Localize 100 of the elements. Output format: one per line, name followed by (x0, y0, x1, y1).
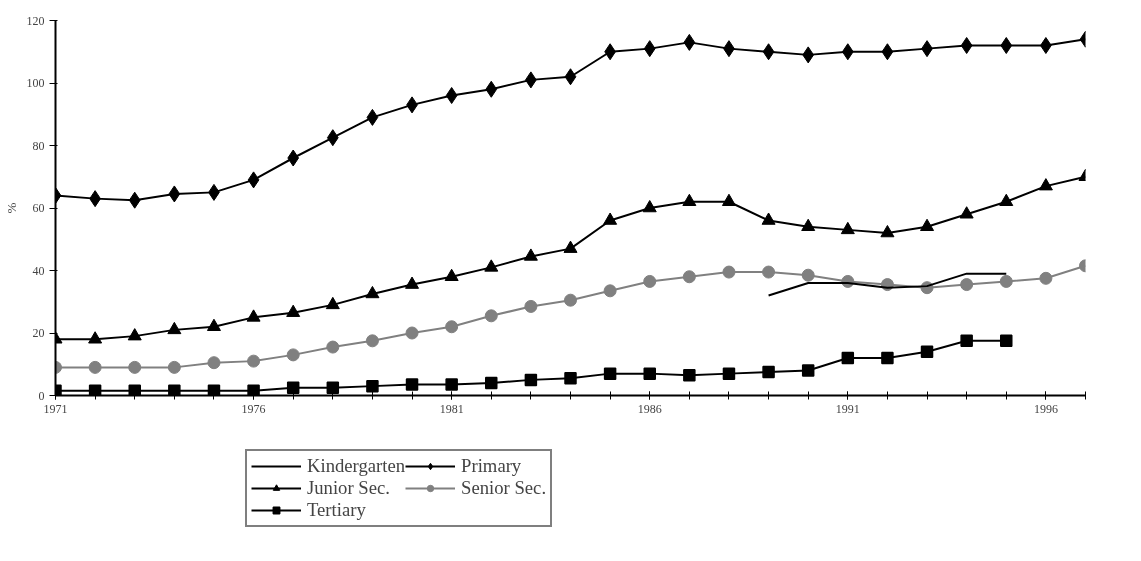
point (999, 193, 1014, 206)
point (801, 218, 816, 231)
point (960, 334, 973, 348)
legend-label: Senior Sec. (461, 477, 547, 499)
point (683, 33, 696, 51)
point (603, 212, 618, 225)
point (405, 326, 419, 340)
point (524, 299, 538, 313)
y-tick-label: 60 (32, 201, 45, 215)
point (286, 348, 300, 362)
point (167, 360, 181, 374)
point (326, 340, 340, 354)
point (881, 351, 894, 365)
point (207, 356, 221, 370)
y-tick-label: 20 (32, 326, 45, 340)
point (88, 360, 102, 374)
point (1040, 37, 1052, 54)
point (128, 384, 141, 396)
point (603, 284, 617, 298)
point (523, 248, 538, 261)
point (247, 384, 260, 396)
point (881, 43, 894, 61)
point (722, 367, 736, 380)
point (880, 224, 895, 238)
y-axis-title: % (3, 202, 19, 214)
point (564, 372, 577, 385)
y-tick-label: 0 (38, 388, 45, 403)
x-tick-label: 1981 (439, 401, 464, 416)
legend-label: Junior Sec. (307, 477, 390, 499)
point (88, 331, 103, 344)
point (405, 378, 419, 391)
point (762, 265, 776, 279)
point (286, 381, 300, 394)
point (206, 318, 221, 331)
point (484, 259, 499, 272)
point (1039, 271, 1053, 285)
legend-label: Tertiary (307, 499, 366, 521)
point (445, 320, 459, 334)
point (801, 268, 815, 282)
point (1000, 334, 1013, 348)
point (802, 46, 815, 64)
x-tick-label: 1971 (43, 401, 68, 416)
point (445, 378, 458, 391)
point (365, 285, 380, 299)
point (127, 328, 142, 341)
point (524, 373, 538, 387)
point (762, 365, 775, 379)
y-tick-label: 120 (26, 13, 45, 28)
point (564, 293, 577, 307)
point (683, 368, 696, 382)
point (920, 218, 935, 231)
point (485, 80, 498, 98)
point (642, 199, 657, 213)
point (682, 270, 696, 284)
point (444, 268, 459, 281)
point (643, 367, 656, 380)
point (721, 193, 736, 206)
point (128, 191, 141, 209)
point (128, 360, 142, 374)
point (168, 185, 181, 203)
x-tick-label: 1996 (1033, 401, 1058, 416)
point (959, 206, 974, 219)
point (287, 149, 300, 167)
point (247, 171, 260, 189)
point (1038, 178, 1053, 191)
point (325, 296, 340, 310)
point (841, 351, 855, 365)
point (564, 68, 577, 86)
point (168, 384, 181, 396)
point (840, 221, 855, 235)
point (801, 364, 815, 377)
legend-label: Primary (461, 455, 522, 477)
point (366, 108, 379, 126)
y-tick-label: 40 (32, 263, 45, 278)
point (286, 304, 301, 317)
legend-label: Kindergarten (307, 455, 406, 477)
y-tick-label: 80 (32, 138, 45, 153)
point (643, 274, 657, 288)
x-tick-label: 1991 (835, 401, 860, 416)
x-tick-label: 1986 (637, 401, 662, 416)
point (682, 193, 697, 206)
point (405, 276, 420, 289)
point (326, 129, 339, 147)
point (960, 37, 973, 54)
point (366, 379, 379, 393)
point (326, 381, 340, 394)
point (761, 212, 776, 225)
point (365, 334, 379, 348)
point (603, 367, 617, 380)
point (960, 278, 974, 292)
point (1000, 37, 1013, 54)
point (563, 240, 578, 253)
point (445, 87, 458, 104)
point (722, 265, 736, 279)
y-tick-label: 100 (26, 76, 45, 90)
point (246, 309, 261, 322)
point (762, 43, 775, 61)
point (484, 309, 498, 323)
x-tick-label: 1976 (241, 401, 266, 416)
point (920, 345, 934, 358)
